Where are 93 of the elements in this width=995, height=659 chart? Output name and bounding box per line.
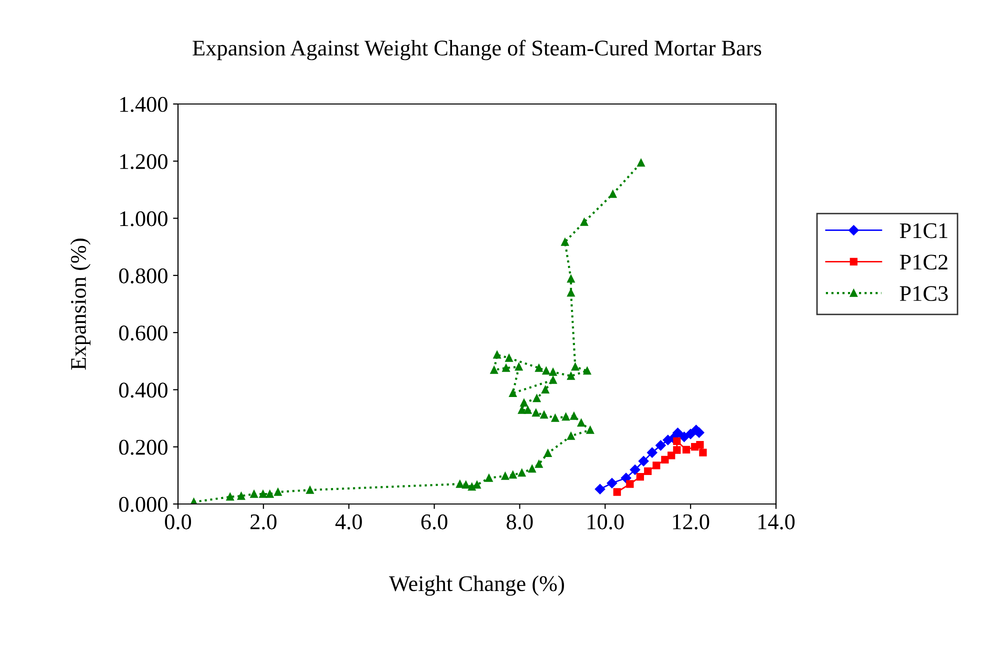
- point: [577, 419, 586, 427]
- x-tick-label: 12.0: [673, 514, 710, 530]
- point: [661, 456, 669, 464]
- y-tick-label: 0.200: [119, 440, 168, 455]
- point: [673, 446, 681, 454]
- point: [532, 409, 540, 417]
- y-tick-label: 0.800: [119, 268, 168, 284]
- x-tick-label: 4.0: [335, 514, 362, 530]
- point: [509, 389, 517, 397]
- point: [518, 469, 526, 477]
- point: [613, 488, 621, 496]
- point: [544, 449, 552, 457]
- point: [586, 426, 594, 434]
- x-tick-label: 0.0: [164, 514, 192, 530]
- point: [237, 492, 246, 500]
- point: [652, 462, 660, 470]
- point: [673, 437, 681, 445]
- point: [520, 399, 528, 407]
- point: [637, 159, 645, 167]
- y-axis-title: Expansion (%): [70, 238, 90, 370]
- point: [656, 440, 666, 451]
- point: [562, 413, 570, 421]
- legend-label: P1C1: [900, 223, 948, 238]
- point: [668, 452, 676, 460]
- point: [505, 354, 513, 362]
- point: [306, 486, 314, 494]
- point: [535, 364, 543, 372]
- point: [259, 490, 267, 498]
- point: [515, 363, 523, 371]
- x-tick-label: 14.0: [758, 514, 795, 530]
- point: [549, 368, 557, 376]
- point: [524, 406, 532, 414]
- point: [493, 351, 501, 359]
- y-tick-label: 1.400: [120, 96, 168, 112]
- point: [549, 376, 557, 384]
- point: [485, 474, 493, 482]
- chart-title: Expansion Against Weight Change of Steam-Cured Mortar Bars: [192, 40, 762, 60]
- point: [636, 473, 644, 481]
- point: [567, 275, 575, 283]
- point: [609, 190, 617, 198]
- point: [594, 484, 606, 494]
- point: [456, 480, 464, 488]
- point: [570, 412, 578, 420]
- point: [580, 218, 588, 226]
- point: [696, 441, 704, 449]
- y-tick-label: 0.600: [119, 326, 168, 341]
- point: [542, 367, 550, 375]
- point: [501, 472, 510, 480]
- point: [679, 432, 690, 442]
- point: [571, 363, 580, 371]
- point: [266, 490, 274, 498]
- point: [567, 372, 575, 380]
- x-tick-label: 10.0: [588, 514, 624, 530]
- point: [468, 483, 476, 491]
- point: [473, 481, 481, 489]
- point: [699, 448, 707, 456]
- point: [630, 464, 640, 475]
- y-tick-label: 0.400: [119, 382, 168, 398]
- point: [250, 490, 258, 498]
- point: [644, 467, 652, 475]
- point: [567, 289, 575, 297]
- point: [672, 428, 683, 438]
- point: [606, 478, 618, 488]
- point: [274, 488, 282, 496]
- point: [518, 406, 526, 414]
- point: [509, 471, 517, 479]
- point: [583, 367, 592, 375]
- y-tick-label: 1.000: [120, 211, 168, 226]
- point: [542, 386, 550, 394]
- x-axis-title: Weight Change (%): [389, 576, 564, 596]
- x-tick-label: 6.0: [421, 514, 448, 530]
- x-tick-label: 8.0: [506, 514, 533, 530]
- point: [694, 427, 704, 438]
- point: [682, 446, 690, 454]
- legend-label: P1C3: [900, 286, 948, 302]
- legend-label: P1C2: [900, 254, 948, 270]
- point: [535, 460, 543, 468]
- x-tick-label: 2.0: [250, 514, 276, 530]
- point: [490, 366, 498, 374]
- point: [532, 394, 541, 402]
- point: [462, 481, 470, 489]
- point: [647, 447, 658, 458]
- point: [626, 480, 634, 488]
- point: [561, 238, 569, 246]
- point: [638, 456, 649, 466]
- point: [528, 465, 536, 473]
- point: [551, 414, 559, 422]
- point: [540, 411, 548, 419]
- y-tick-label: 1.200: [120, 154, 168, 170]
- point: [226, 493, 234, 501]
- point: [502, 364, 510, 372]
- point: [567, 432, 575, 440]
- y-tick-label: 0.000: [119, 496, 168, 512]
